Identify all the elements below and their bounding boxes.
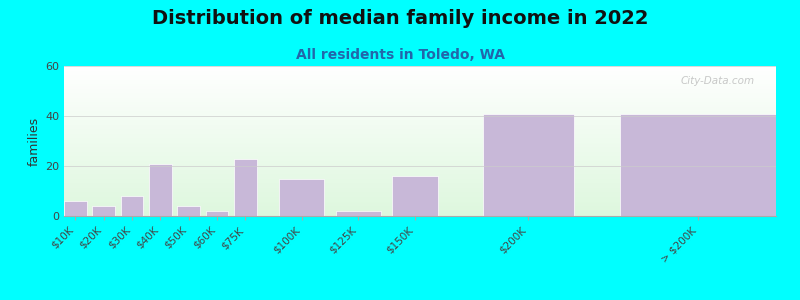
Text: Distribution of median family income in 2022: Distribution of median family income in … bbox=[152, 9, 648, 28]
Text: City-Data.com: City-Data.com bbox=[681, 76, 754, 86]
Bar bbox=[620, 113, 776, 216]
Bar bbox=[64, 201, 86, 216]
Bar bbox=[234, 158, 257, 216]
Bar bbox=[178, 206, 200, 216]
Bar bbox=[149, 164, 171, 216]
Bar bbox=[121, 196, 143, 216]
Bar bbox=[92, 206, 115, 216]
Y-axis label: families: families bbox=[28, 116, 41, 166]
Bar bbox=[483, 113, 574, 216]
Bar bbox=[392, 176, 438, 216]
Text: All residents in Toledo, WA: All residents in Toledo, WA bbox=[295, 48, 505, 62]
Bar bbox=[279, 178, 325, 216]
Bar bbox=[336, 211, 381, 216]
Bar bbox=[206, 211, 228, 216]
